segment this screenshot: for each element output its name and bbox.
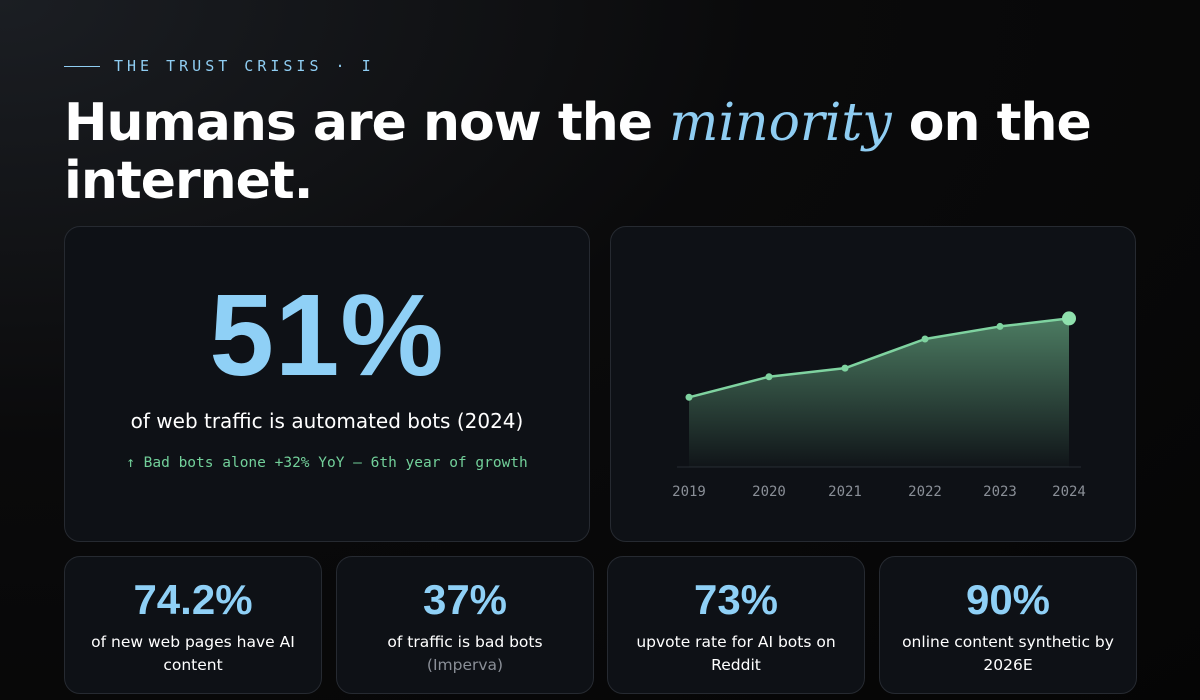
eyebrow-rule bbox=[64, 65, 100, 67]
stat-card-reddit-upvotes: 73% upvote rate for AI bots on Reddit bbox=[607, 556, 865, 694]
stat-label: of traffic is bad bots (Imperva) bbox=[355, 631, 575, 677]
chart-point bbox=[841, 364, 849, 372]
stat-label: of new web pages have AI content bbox=[83, 631, 303, 677]
chart-series-line bbox=[688, 317, 1070, 399]
stat-card-ai-content: 74.2% of new web pages have AI content bbox=[64, 556, 322, 694]
stat-card-synthetic-content: 90% online content synthetic by 2026E bbox=[879, 556, 1137, 694]
eyebrow-text: THE TRUST CRISIS · I bbox=[114, 57, 375, 75]
chart-point bbox=[996, 322, 1004, 330]
chart-x-tick-label: 2020 bbox=[752, 484, 786, 500]
chart-point bbox=[921, 335, 929, 343]
headline-start: Humans are now the bbox=[64, 93, 670, 153]
chart-area-fill bbox=[689, 318, 1069, 467]
chart-point bbox=[685, 393, 693, 401]
hero-growth-note: ↑ Bad bots alone +32% YoY — 6th year of … bbox=[126, 455, 528, 471]
hero-stat-card: 51% of web traffic is automated bots (20… bbox=[64, 226, 590, 542]
chart-x-tick-label: 2022 bbox=[908, 484, 942, 500]
headline-accent: minority bbox=[669, 93, 892, 153]
stat-label: upvote rate for AI bots on Reddit bbox=[626, 631, 846, 677]
bot-traffic-chart: 2019 2020 2021 2022 2023 2024 bbox=[672, 311, 1086, 500]
headline-end: on the internet. bbox=[64, 93, 1092, 211]
hero-value: 51% bbox=[209, 270, 445, 400]
eyebrow: THE TRUST CRISIS · I bbox=[64, 57, 375, 75]
chart-point-latest bbox=[1062, 311, 1076, 326]
stat-value: 73% bbox=[693, 576, 779, 623]
chart-x-tick-label: 2024 bbox=[1052, 484, 1086, 500]
stat-label-text: online content synthetic by 2026E bbox=[902, 633, 1114, 674]
stat-label-text: upvote rate for AI bots on Reddit bbox=[636, 633, 836, 674]
chart-point bbox=[765, 373, 773, 381]
stat-value: 74.2% bbox=[133, 576, 253, 623]
chart-x-tick-label: 2019 bbox=[672, 484, 706, 500]
headline: Humans are now the minority on the inter… bbox=[64, 94, 1144, 210]
stat-value: 90% bbox=[965, 576, 1051, 623]
stat-label-text: of traffic is bad bots bbox=[387, 633, 543, 651]
hero-caption: of web traffic is automated bots (2024) bbox=[130, 409, 524, 433]
chart-x-tick-label: 2021 bbox=[828, 484, 862, 500]
stat-value: 37% bbox=[422, 576, 508, 623]
stat-card-bad-bots: 37% of traffic is bad bots (Imperva) bbox=[336, 556, 594, 694]
stat-label: online content synthetic by 2026E bbox=[898, 631, 1118, 677]
stat-label-text: of new web pages have AI content bbox=[91, 633, 295, 674]
stat-source: (Imperva) bbox=[426, 656, 504, 674]
bot-traffic-chart-card: 2019 2020 2021 2022 2023 2024 bbox=[610, 226, 1136, 542]
chart-x-tick-label: 2023 bbox=[983, 484, 1017, 500]
